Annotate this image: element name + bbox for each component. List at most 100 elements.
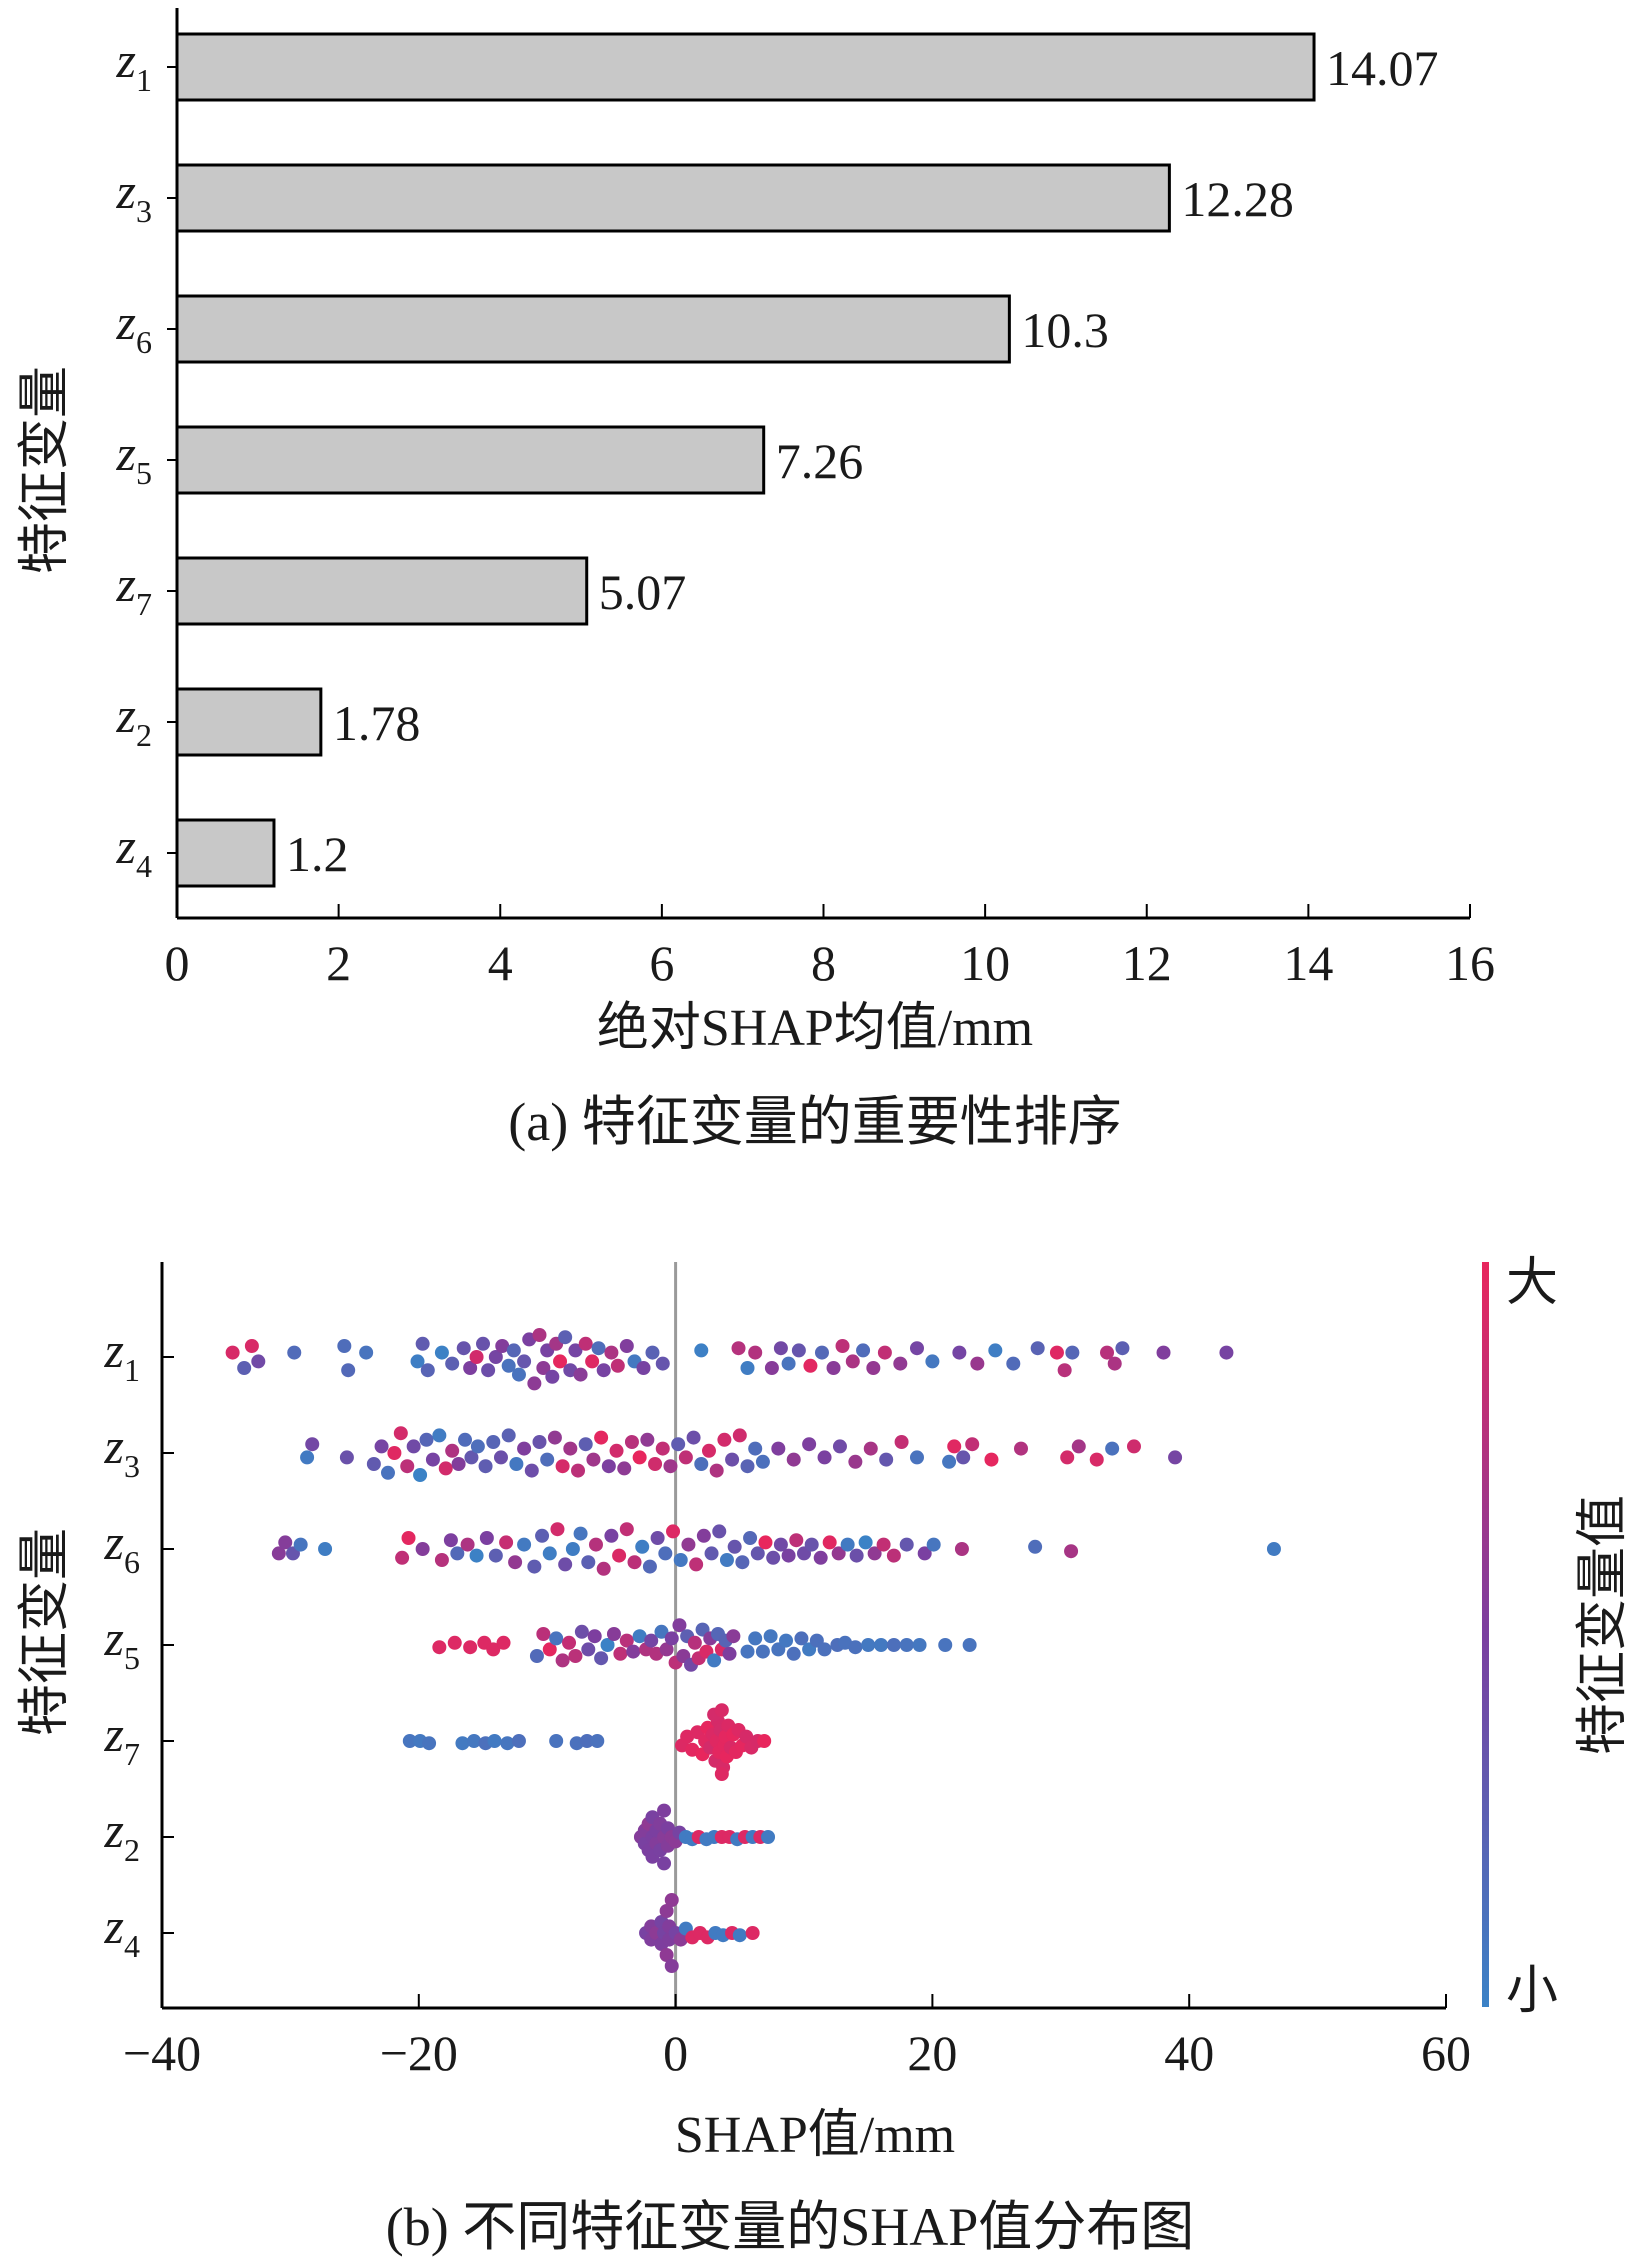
y-tick-label-z6: z6 <box>116 294 152 360</box>
point-z1 <box>866 1361 881 1375</box>
point-z7 <box>580 1734 595 1748</box>
bar-z2 <box>175 687 323 757</box>
point-z6 <box>673 1553 688 1567</box>
point-z4 <box>659 1948 674 1962</box>
point-z6 <box>612 1548 627 1563</box>
bar-z4 <box>175 818 276 888</box>
point-z6 <box>479 1531 494 1545</box>
point-z3 <box>1013 1441 1028 1456</box>
y-axis-label: 特征变量 <box>17 1528 74 1736</box>
point-z3 <box>863 1441 878 1456</box>
point-z3 <box>563 1441 578 1456</box>
point-z1 <box>337 1339 352 1353</box>
point-z1 <box>532 1328 547 1342</box>
point-z1 <box>568 1343 583 1358</box>
point-z5 <box>594 1651 609 1666</box>
point-z1 <box>511 1367 526 1382</box>
point-z3 <box>438 1461 453 1476</box>
point-z1 <box>244 1339 259 1353</box>
point-z1 <box>506 1343 521 1358</box>
point-z1 <box>410 1354 425 1369</box>
point-z5 <box>542 1642 557 1657</box>
point-z1 <box>781 1356 796 1371</box>
point-z6 <box>858 1535 873 1550</box>
point-z6 <box>527 1559 542 1574</box>
point-z5 <box>626 1644 641 1659</box>
x-tick-label: 14 <box>1283 935 1333 991</box>
point-z3 <box>501 1428 516 1443</box>
point-z2 <box>761 1830 776 1844</box>
point-z6 <box>573 1526 588 1541</box>
y-tick-label-z4: z4 <box>116 818 152 884</box>
point-z5 <box>874 1638 889 1652</box>
y-axis-ticks: z1 z3 z6 z5 z7 z2 z4 <box>104 1322 174 1964</box>
x-tick-label: 10 <box>960 935 1010 991</box>
point-z7 <box>467 1734 482 1748</box>
point-z6 <box>588 1537 603 1552</box>
point-z6 <box>804 1537 819 1552</box>
point-z6 <box>758 1535 773 1550</box>
point-z1 <box>814 1345 829 1360</box>
point-z6 <box>535 1528 550 1543</box>
point-z5 <box>722 1646 737 1661</box>
point-z3 <box>305 1437 320 1452</box>
value-label-z4: 1.2 <box>286 826 349 882</box>
point-z5 <box>707 1653 722 1668</box>
point-z1 <box>619 1339 634 1353</box>
point-z6 <box>867 1546 882 1561</box>
point-z5 <box>644 1633 659 1648</box>
point-z3 <box>894 1435 909 1449</box>
point-z1 <box>1057 1363 1072 1378</box>
y-tick-label-z5: z5 <box>116 425 152 491</box>
point-z1 <box>925 1354 940 1369</box>
point-z5 <box>664 1631 679 1646</box>
x-tick-label: −20 <box>380 2025 458 2081</box>
point-z3 <box>1105 1441 1120 1456</box>
point-z6 <box>735 1555 750 1570</box>
point-z6 <box>926 1537 941 1552</box>
point-z3 <box>786 1452 801 1467</box>
point-z1 <box>1115 1341 1130 1356</box>
point-z3 <box>771 1441 786 1456</box>
point-z6 <box>666 1524 681 1539</box>
point-z6 <box>450 1546 465 1561</box>
point-z1 <box>740 1361 755 1375</box>
point-z6 <box>899 1537 914 1552</box>
point-z1 <box>694 1343 709 1358</box>
point-z1 <box>845 1354 860 1369</box>
point-z3 <box>947 1439 962 1454</box>
point-z3 <box>1168 1450 1183 1465</box>
point-z6 <box>840 1537 855 1552</box>
point-z7 <box>549 1734 564 1748</box>
point-z6 <box>886 1548 901 1563</box>
point-z3 <box>374 1439 389 1454</box>
point-z1 <box>764 1361 779 1375</box>
point-z4 <box>664 1959 679 1973</box>
x-tick-label: 12 <box>1122 935 1172 991</box>
point-z3 <box>339 1450 354 1465</box>
point-z7 <box>402 1734 417 1748</box>
point-z3 <box>709 1463 724 1478</box>
point-z3 <box>694 1457 709 1471</box>
point-z6 <box>565 1542 580 1556</box>
point-z6 <box>508 1555 523 1570</box>
x-tick-label: 0 <box>663 2025 688 2081</box>
point-z1 <box>585 1354 600 1369</box>
point-z6 <box>627 1555 642 1570</box>
point-z5 <box>613 1646 628 1661</box>
x-tick-label: 6 <box>649 935 674 991</box>
point-z1 <box>488 1350 503 1364</box>
point-z6 <box>293 1537 308 1552</box>
x-tick-label: 8 <box>811 935 836 991</box>
point-z3 <box>1060 1450 1075 1465</box>
point-z3 <box>387 1446 402 1460</box>
point-z6 <box>401 1531 416 1545</box>
point-z6 <box>727 1539 742 1554</box>
point-z6 <box>704 1546 719 1561</box>
value-label-z3: 12.28 <box>1181 171 1294 227</box>
point-z7 <box>714 1767 729 1781</box>
point-z4 <box>745 1926 760 1940</box>
bar-z1 <box>175 32 1316 102</box>
point-z1 <box>341 1363 356 1378</box>
point-z1 <box>591 1341 606 1356</box>
